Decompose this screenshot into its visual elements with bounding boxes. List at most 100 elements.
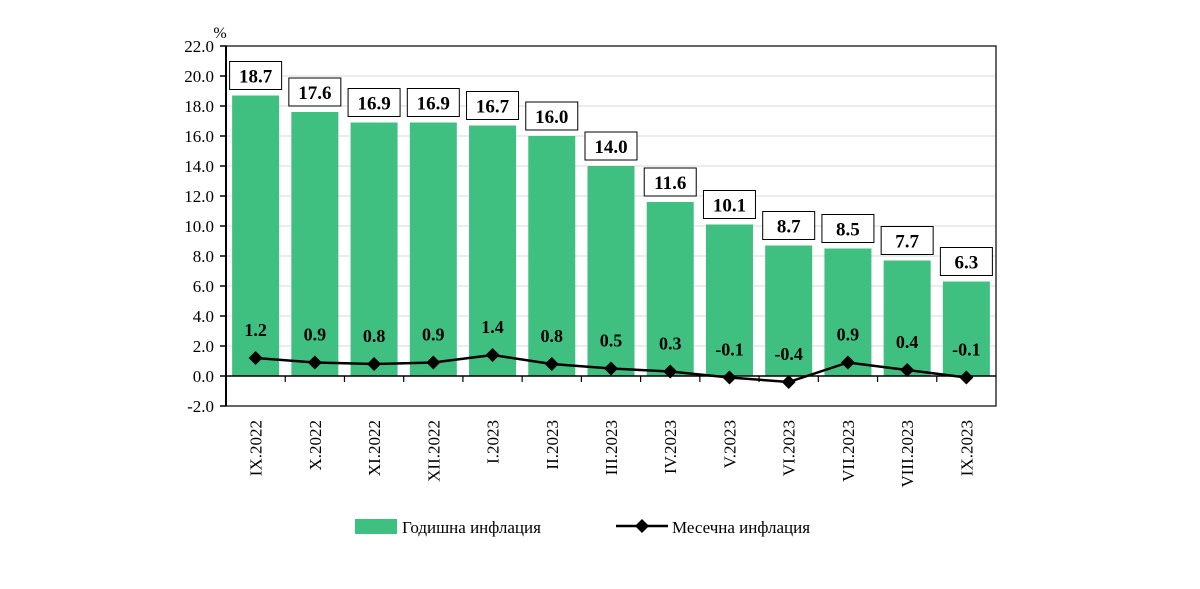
- y-tick-label: 0.0: [193, 367, 214, 386]
- bar-annual: [528, 136, 576, 376]
- x-tick-label: V.2023: [720, 420, 739, 468]
- y-tick-label: 6.0: [193, 277, 214, 296]
- line-value-label: -0.1: [952, 340, 981, 360]
- x-tick-label: VIII.2023: [898, 420, 917, 488]
- line-value-label: 0.9: [304, 325, 327, 345]
- x-tick-label: IV.2023: [661, 420, 680, 474]
- legend-marker-monthly: [635, 519, 649, 533]
- bar-label-box: [288, 77, 342, 107]
- legend: Годишна инфлация Месечна инфлация: [355, 518, 810, 537]
- bar-label-box: [702, 190, 756, 219]
- bar-label-box: [466, 91, 520, 120]
- legend-swatch-annual: [355, 519, 397, 534]
- bar-annual: [883, 260, 931, 376]
- axes: 22.0 20.0 18.0 16.0 14.0 12.0 10.0 8.0 6.0 4.0 2.0…: [184, 37, 997, 488]
- bar-value-label: 10.1: [713, 196, 746, 217]
- bar-value-label: 7.7: [895, 232, 919, 253]
- bar-annual: [409, 122, 457, 376]
- x-tick-label: XII.2022: [424, 420, 443, 482]
- y-tick-label: 20.0: [184, 67, 214, 86]
- x-tick-label: I.2023: [484, 420, 503, 464]
- bar-value-label: 6.3: [955, 253, 979, 274]
- bar-value-label: 16.0: [535, 107, 568, 128]
- x-tick-label: VII.2023: [839, 420, 858, 482]
- x-tick-label: XI.2022: [365, 420, 384, 476]
- y-tick-label: -2.0: [187, 397, 214, 416]
- line-value-label: 0.3: [659, 334, 682, 354]
- monthly-marker: [426, 355, 441, 370]
- x-tick-label: VI.2023: [780, 420, 799, 476]
- legend-label-annual: Годишна инфлация: [402, 518, 541, 537]
- line-value-label: 1.4: [481, 317, 504, 337]
- line-value-label: 0.9: [422, 325, 445, 345]
- bar-label-box: [880, 226, 934, 255]
- y-tick-label: 12.0: [184, 187, 214, 206]
- x-tick-label: X.2022: [306, 420, 325, 471]
- y-tick-label: 22.0: [184, 37, 214, 56]
- monthly-marker: [663, 364, 678, 379]
- monthly-marker: [781, 375, 796, 389]
- bar-annual: [232, 95, 280, 376]
- x-tick-label: IX.2022: [247, 420, 266, 476]
- bar-label-box: [821, 214, 875, 243]
- x-tick-label: IX.2023: [957, 420, 976, 476]
- annual-inflation-bars: [232, 95, 990, 376]
- monthly-inflation-line: [248, 348, 974, 389]
- line-value-label: 0.5: [600, 331, 623, 351]
- bar-label-box: [229, 61, 283, 90]
- data-labels: 18.7 17.6 16.9 16.9 16.7 16.0 14.0 11.6 10.1 8.7 8…: [229, 61, 993, 364]
- y-axis-unit: %: [213, 25, 226, 42]
- line-value-label: 0.4: [896, 332, 919, 352]
- line-value-label: 1.2: [244, 320, 267, 340]
- y-tick-label: 16.0: [184, 127, 214, 146]
- monthly-marker: [248, 351, 263, 365]
- bar-annual: [291, 112, 339, 376]
- bar-value-label: 16.9: [417, 94, 450, 115]
- bar-value-label: 11.6: [654, 173, 686, 194]
- line-value-label: 0.8: [541, 326, 564, 346]
- bar-value-label: 16.7: [476, 97, 510, 118]
- bar-annual: [705, 224, 753, 376]
- bar-label-box: [584, 131, 638, 161]
- line-value-label: -0.4: [774, 344, 803, 364]
- line-value-label: 0.9: [837, 325, 860, 345]
- bar-value-label: 18.7: [239, 67, 273, 88]
- y-tick-label: 8.0: [193, 247, 214, 266]
- x-tick-label: II.2023: [543, 420, 562, 470]
- monthly-marker: [840, 355, 855, 370]
- bar-label-box: [406, 88, 460, 117]
- monthly-marker: [485, 348, 500, 362]
- y-tick-label: 14.0: [184, 157, 214, 176]
- bar-value-label: 17.6: [298, 83, 331, 104]
- bar-label-box: [939, 247, 993, 276]
- bar-annual: [350, 122, 398, 376]
- y-tick-label: 18.0: [184, 97, 214, 116]
- y-tick-label: 4.0: [193, 307, 214, 326]
- bar-value-label: 8.5: [836, 220, 860, 241]
- legend-label-monthly: Месечна инфлация: [672, 518, 810, 537]
- y-tick-label: 10.0: [184, 217, 214, 236]
- bar-annual: [587, 166, 635, 376]
- bar-value-label: 8.7: [777, 217, 801, 238]
- monthly-marker: [900, 363, 915, 377]
- bar-annual: [646, 202, 694, 376]
- monthly-marker: [604, 361, 618, 376]
- bar-annual: [469, 125, 517, 376]
- monthly-marker: [544, 357, 559, 371]
- bar-label-box: [762, 211, 816, 240]
- bar-value-label: 16.9: [357, 94, 390, 115]
- x-tick-label: III.2023: [602, 420, 621, 475]
- line-value-label: 0.8: [363, 326, 386, 346]
- bar-label-box: [347, 88, 401, 117]
- line-value-label: -0.1: [715, 340, 744, 360]
- y-tick-label: 2.0: [193, 337, 214, 356]
- bar-label-box: [643, 167, 697, 197]
- monthly-marker: [367, 357, 382, 371]
- bar-value-label: 14.0: [594, 137, 627, 158]
- monthly-marker: [722, 370, 737, 385]
- bar-label-box: [525, 101, 579, 131]
- bar-annual: [942, 281, 990, 376]
- bar-annual: [765, 245, 813, 376]
- bar-annual: [824, 248, 872, 376]
